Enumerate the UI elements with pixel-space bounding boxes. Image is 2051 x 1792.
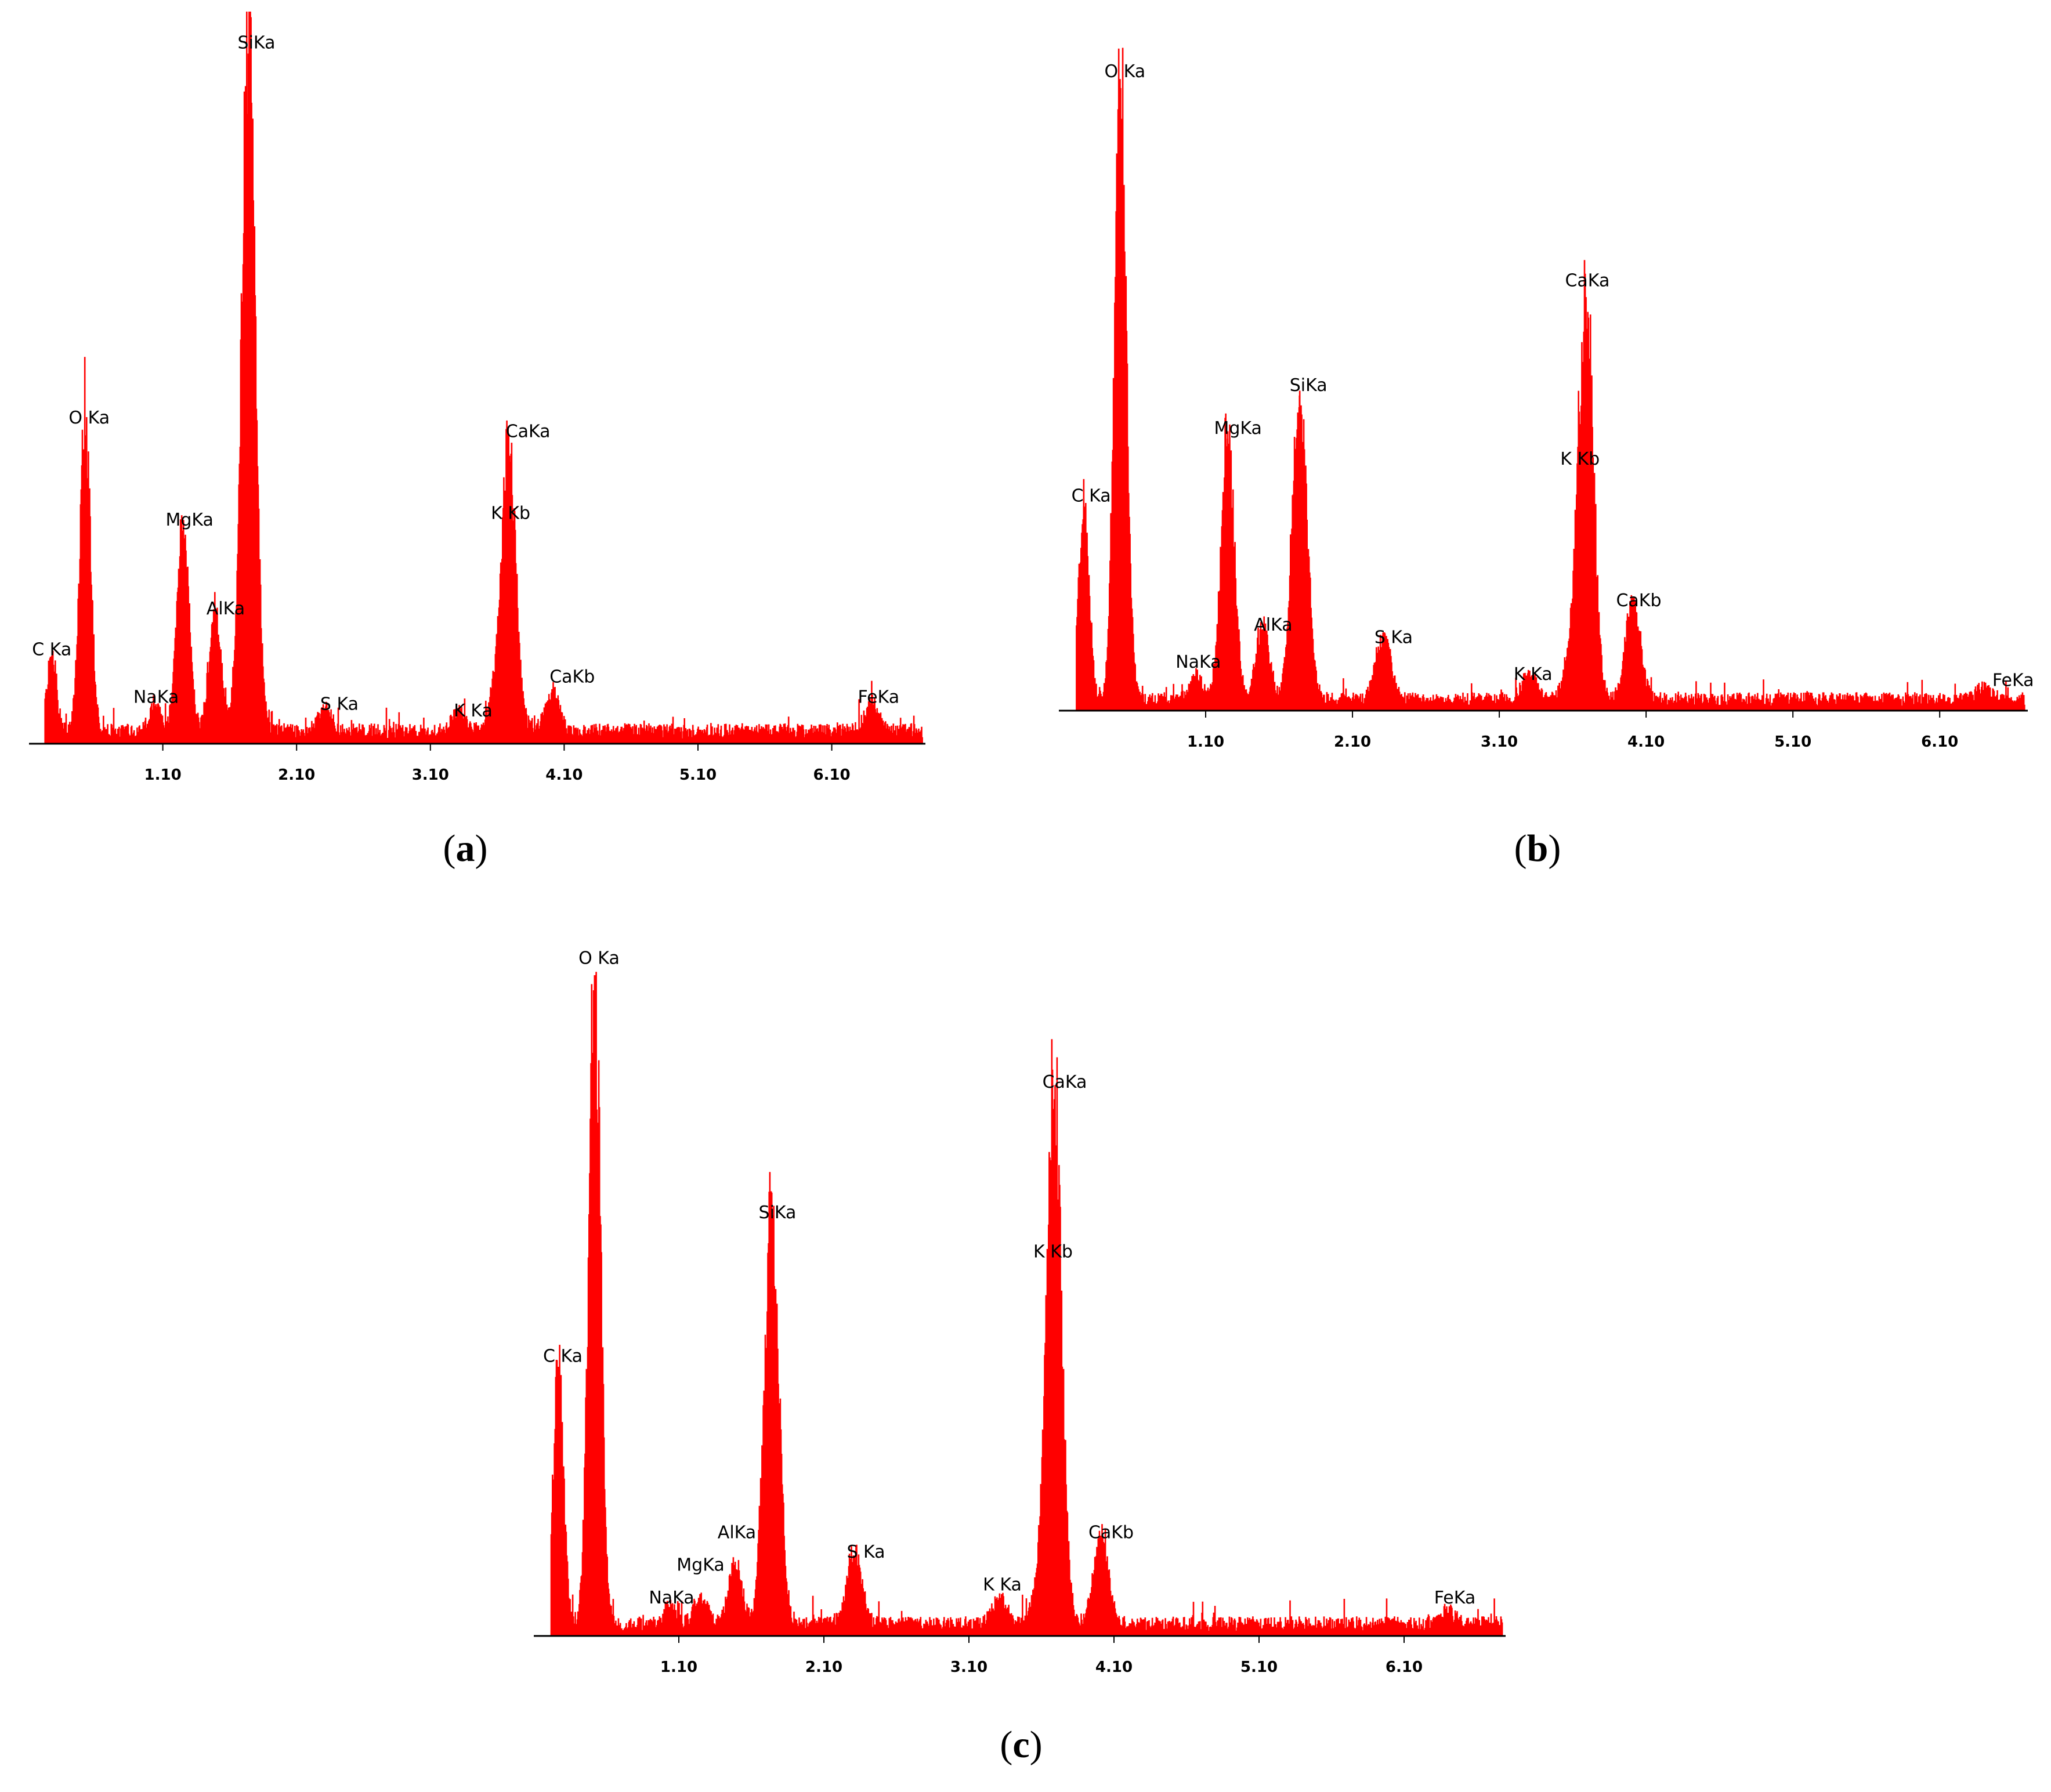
x-tick-label: 3.10 [950,1659,987,1676]
peak-label: C Ka [1072,486,1111,506]
peak-label: SiKa [759,1203,797,1223]
peak-label: CaKa [1043,1072,1087,1092]
peak-label: C Ka [543,1346,583,1367]
peak-label: K Kb [1033,1242,1073,1262]
peak-label: O Ka [1105,61,1146,82]
peak-label: C Ka [32,639,71,660]
peak-label: MgKa [1214,418,1261,439]
peak-label: FeKa [1992,671,2034,691]
x-tick-label: 3.10 [412,766,449,784]
x-tick-label: 6.10 [1386,1659,1423,1676]
peak-label: SiKa [1290,375,1327,396]
x-tick-label: 2.10 [805,1659,842,1676]
spectrum-chart-c: 1.10 2.10 3.10 4.10 5.10 6.10 C Ka O Ka NaKa MgKa… [534,948,1506,1676]
peak-label: O Ka [578,948,620,968]
x-tick-label: 5.10 [1240,1659,1278,1676]
peak-label: MgKa [165,510,213,530]
peak-label: CaKb [1088,1522,1134,1543]
peak-label: AlKa [718,1522,756,1543]
peak-label: CaKb [549,667,595,687]
peak-label: S Ka [1374,627,1413,647]
peak-label: NaKa [649,1588,694,1608]
peak-label: S Ka [847,1542,885,1562]
peak-label: O Ka [68,408,110,428]
x-tick-label: 4.10 [1095,1659,1133,1676]
spectrum-series [550,972,1503,1636]
spectrum-chart-b: 1.10 2.10 3.10 4.10 5.10 6.10 C Ka O Ka NaKa MgKa… [1059,48,2034,751]
panel-label-a: (a) [443,827,488,870]
spectrum-series [44,12,923,744]
x-tick-label: 5.10 [1774,733,1811,751]
x-tick-label: 1.10 [144,766,182,784]
panel-label-c: (c) [1000,1724,1043,1766]
peak-label: K Ka [454,701,493,721]
x-tick-label: 3.10 [1481,733,1518,751]
peak-label: K Ka [1514,664,1553,685]
peak-label: AlKa [1254,615,1292,635]
peak-label: FeKa [1434,1588,1476,1608]
peak-label: AlKa [207,599,245,619]
peak-label: CaKa [506,421,551,441]
peak-label: NaKa [133,687,179,708]
spectrum-trace [1076,48,2025,711]
x-tick-label: 1.10 [660,1659,697,1676]
spectrum-trace [44,12,923,744]
peak-label: K Ka [983,1574,1022,1595]
peak-label: K Kb [1560,449,1600,469]
peak-label: S Ka [320,694,359,714]
x-tick-label: 2.10 [1334,733,1371,751]
x-tick-label: 1.10 [1187,733,1224,751]
x-tick-label: 4.10 [545,766,583,784]
peak-label: MgKa [677,1555,724,1576]
peak-label: SiKa [238,33,276,53]
peak-label: CaKa [1565,271,1609,291]
panel-label-b: (b) [1514,827,1561,870]
spectrum-trace [550,972,1503,1636]
peak-label: NaKa [1175,652,1221,672]
x-tick-label: 4.10 [1627,733,1665,751]
spectrum-chart-a: 1.10 2.10 3.10 4.10 5.10 6.10 C Ka O Ka NaKa MgKa… [29,12,925,784]
peak-label: FeKa [858,687,899,708]
x-tick-label: 6.10 [1921,733,1958,751]
x-tick-label: 5.10 [679,766,717,784]
peak-label: CaKb [1616,591,1661,611]
peak-label: K Kb [491,503,530,523]
x-tick-label: 6.10 [813,766,851,784]
x-tick-label: 2.10 [278,766,315,784]
spectrum-series [1076,48,2025,711]
